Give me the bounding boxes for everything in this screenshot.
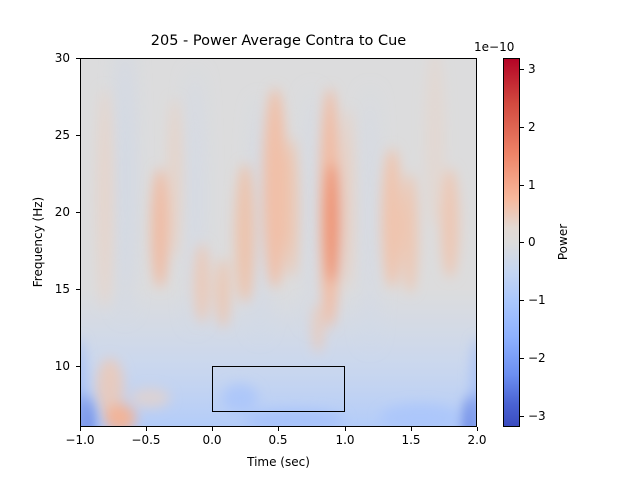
heatmap-image <box>80 58 477 427</box>
colorbar-label: Power <box>556 223 570 261</box>
x-axis-label: Time (sec) <box>247 455 310 469</box>
colorbar-tick-label: −2 <box>528 351 546 365</box>
x-tick-label: −0.5 <box>131 433 161 447</box>
x-tick <box>477 427 478 431</box>
colorbar-tick-label: 2 <box>528 120 536 134</box>
y-tick <box>76 58 80 59</box>
y-tick <box>76 135 80 136</box>
colorbar-tick <box>520 185 524 186</box>
y-tick-label: 30 <box>54 51 70 65</box>
y-axis-label: Frequency (Hz) <box>31 196 45 288</box>
chart-title: 205 - Power Average Contra to Cue <box>150 33 407 49</box>
y-tick-label: 15 <box>54 282 70 296</box>
x-tick <box>212 427 213 431</box>
x-tick <box>411 427 412 431</box>
x-tick-label: 0.0 <box>202 433 222 447</box>
roi-rectangle <box>212 366 345 412</box>
x-tick-label: −1.0 <box>65 433 95 447</box>
x-tick <box>345 427 346 431</box>
y-tick <box>76 289 80 290</box>
colorbar <box>503 58 520 427</box>
colorbar-tick <box>520 300 524 301</box>
y-tick-label: 10 <box>54 359 70 373</box>
colorbar-tick-label: −3 <box>528 409 546 423</box>
x-tick-label: 2.0 <box>467 433 487 447</box>
y-tick-label: 25 <box>54 128 70 142</box>
colorbar-tick-label: 1 <box>528 178 536 192</box>
colorbar-tick <box>520 69 524 70</box>
heatmap-plot-area <box>80 58 477 427</box>
x-tick-label: 1.0 <box>335 433 355 447</box>
x-tick <box>278 427 279 431</box>
colorbar-tick <box>520 242 524 243</box>
x-tick-label: 0.5 <box>268 433 288 447</box>
x-tick <box>80 427 81 431</box>
colorbar-tick <box>520 127 524 128</box>
x-tick-label: 1.5 <box>401 433 421 447</box>
colorbar-tick <box>520 358 524 359</box>
colorbar-scale-exponent: 1e−10 <box>474 40 515 54</box>
colorbar-tick-label: −1 <box>528 293 546 307</box>
y-tick <box>76 366 80 367</box>
y-tick-label: 20 <box>54 205 70 219</box>
y-tick <box>76 212 80 213</box>
colorbar-tick-label: 3 <box>528 62 536 76</box>
x-tick <box>146 427 147 431</box>
colorbar-tick <box>520 416 524 417</box>
colorbar-tick-label: 0 <box>528 235 536 249</box>
